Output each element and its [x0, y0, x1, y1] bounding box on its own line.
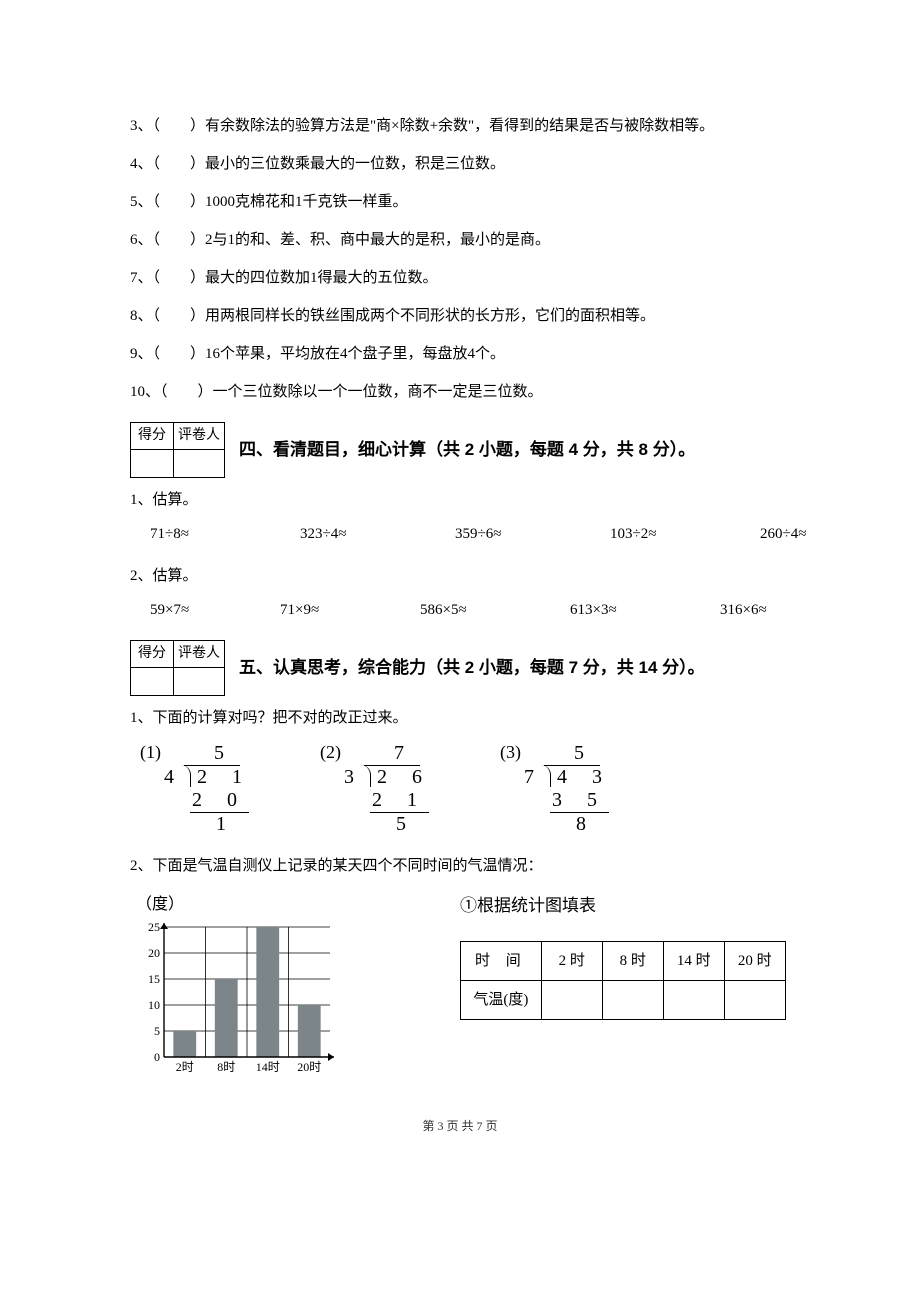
score-box-2: 得分 评卷人 [130, 640, 225, 696]
td-blank [602, 980, 663, 1019]
ld3-label: (3) [500, 742, 544, 766]
ld3-quot: 5 [544, 742, 600, 766]
svg-text:25: 25 [148, 920, 160, 934]
ld3-sub: 3 5 [550, 789, 609, 813]
s4q1-label: 1、估算。 [130, 488, 790, 512]
s4q2-0: 59×7≈ [150, 598, 280, 622]
score2-col2: 评卷人 [174, 640, 225, 667]
th-8: 8 时 [602, 941, 663, 980]
tf-q10: 10、（ ）一个三位数除以一个一位数，商不一定是三位数。 [130, 380, 790, 404]
section5-header: 得分 评卷人 五、认真思考，综合能力（共 2 小题，每题 7 分，共 14 分）… [130, 640, 790, 696]
table-title: ①根据统计图填表 [460, 892, 786, 919]
tf-q8: 8、（ ）用两根同样长的铁丝围成两个不同形状的长方形，它们的面积相等。 [130, 304, 790, 328]
svg-text:20时: 20时 [297, 1060, 321, 1074]
svg-text:8时: 8时 [217, 1060, 235, 1074]
s4q1-1: 323÷4≈ [300, 522, 455, 546]
td-blank [663, 980, 724, 1019]
section5-title: 五、认真思考，综合能力（共 2 小题，每题 7 分，共 14 分）。 [239, 654, 705, 681]
s4q1-4: 260÷4≈ [760, 522, 806, 546]
tf-q4: 4、（ ）最小的三位数乘最大的一位数，积是三位数。 [130, 152, 790, 176]
chart-and-table: （度） 25 20 15 10 5 0 2时 8时 14时 20时 ①根据统计图填表 时 间 2 … [130, 892, 790, 1088]
ld1-paren-icon [180, 765, 191, 787]
page-footer: 第 3 页 共 7 页 [130, 1117, 790, 1136]
ld2-rem: 5 [370, 813, 500, 836]
ld1-quot: 5 [184, 742, 240, 766]
ld3-dividend: 4 3 [551, 766, 612, 789]
chart-box: （度） 25 20 15 10 5 0 2时 8时 14时 20时 [130, 892, 360, 1088]
s4q1-2: 359÷6≈ [455, 522, 610, 546]
score2-blank1 [131, 668, 174, 695]
s5q2-label: 2、下面是气温自测仪上记录的某天四个不同时间的气温情况： [130, 854, 790, 878]
s4q2-3: 613×3≈ [570, 598, 720, 622]
ld2-paren-icon [360, 765, 371, 787]
s5q1-label: 1、下面的计算对吗？把不对的改正过来。 [130, 706, 790, 730]
ld3-paren-icon [540, 765, 551, 787]
score2-blank2 [174, 668, 225, 695]
score-col2: 评卷人 [174, 423, 225, 450]
tf-q6: 6、（ ）2与1的和、差、积、商中最大的是积，最小的是商。 [130, 228, 790, 252]
svg-text:0: 0 [154, 1050, 160, 1064]
ld1-dividend: 2 1 [191, 766, 252, 789]
ld2-label: (2) [320, 742, 364, 766]
ld1-sub: 2 0 [190, 789, 249, 813]
svg-text:15: 15 [148, 972, 160, 986]
s4q2-2: 586×5≈ [420, 598, 570, 622]
longdiv-3: (3) 5 7 4 3 3 5 8 [500, 742, 680, 836]
td-temp-head: 气温(度) [461, 980, 542, 1019]
ld2-quot: 7 [364, 742, 420, 766]
s4q2-label: 2、估算。 [130, 564, 790, 588]
th-14: 14 时 [663, 941, 724, 980]
score-blank1 [131, 450, 174, 477]
ld2-sub: 2 1 [370, 789, 429, 813]
score-box: 得分 评卷人 [130, 422, 225, 478]
table-row: 时 间 2 时 8 时 14 时 20 时 [461, 941, 786, 980]
s4q2-1: 71×9≈ [280, 598, 420, 622]
tf-q9: 9、（ ）16个苹果，平均放在4个盘子里，每盘放4个。 [130, 342, 790, 366]
tf-q5: 5、（ ）1000克棉花和1千克铁一样重。 [130, 190, 790, 214]
tf-q3: 3、（ ）有余数除法的验算方法是"商×除数+余数"，看得到的结果是否与被除数相等… [130, 114, 790, 138]
ld3-divisor: 7 [500, 766, 540, 789]
s4q2-row: 59×7≈ 71×9≈ 586×5≈ 613×3≈ 316×6≈ [150, 598, 790, 622]
s4q1-row: 71÷8≈ 323÷4≈ 359÷6≈ 103÷2≈ 260÷4≈ [150, 522, 790, 546]
svg-text:5: 5 [154, 1024, 160, 1038]
svg-text:20: 20 [148, 946, 160, 960]
ld2-divisor: 3 [320, 766, 360, 789]
ld1-label: (1) [140, 742, 184, 766]
table-row: 气温(度) [461, 980, 786, 1019]
score-blank2 [174, 450, 225, 477]
score-col1: 得分 [131, 423, 174, 450]
th-2: 2 时 [541, 941, 602, 980]
svg-text:2时: 2时 [176, 1060, 194, 1074]
tf-q7: 7、（ ）最大的四位数加1得最大的五位数。 [130, 266, 790, 290]
temperature-chart: 25 20 15 10 5 0 2时 8时 14时 20时 [130, 919, 340, 1079]
s4q2-4: 316×6≈ [720, 598, 767, 622]
svg-text:14时: 14时 [256, 1060, 280, 1074]
table-block: ①根据统计图填表 时 间 2 时 8 时 14 时 20 时 气温(度) [460, 892, 786, 1088]
ld1-rem: 1 [190, 813, 320, 836]
chart-unit: （度） [136, 892, 360, 918]
score2-col1: 得分 [131, 640, 174, 667]
th-20: 20 时 [724, 941, 785, 980]
th-time: 时 间 [461, 941, 542, 980]
section4-header: 得分 评卷人 四、看清题目，细心计算（共 2 小题，每题 4 分，共 8 分）。 [130, 422, 790, 478]
s4q1-0: 71÷8≈ [150, 522, 300, 546]
longdiv-1: (1) 5 4 2 1 2 0 1 [140, 742, 320, 836]
s4q1-3: 103÷2≈ [610, 522, 760, 546]
svg-text:10: 10 [148, 998, 160, 1012]
longdiv-row: (1) 5 4 2 1 2 0 1 (2) 7 3 2 6 2 1 [140, 742, 790, 836]
ld2-dividend: 2 6 [371, 766, 432, 789]
page: 3、（ ）有余数除法的验算方法是"商×除数+余数"，看得到的结果是否与被除数相等… [0, 0, 920, 1176]
data-table: 时 间 2 时 8 时 14 时 20 时 气温(度) [460, 941, 786, 1020]
longdiv-2: (2) 7 3 2 6 2 1 5 [320, 742, 500, 836]
ld1-divisor: 4 [140, 766, 180, 789]
td-blank [724, 980, 785, 1019]
td-blank [541, 980, 602, 1019]
ld3-rem: 8 [550, 813, 680, 836]
section4-title: 四、看清题目，细心计算（共 2 小题，每题 4 分，共 8 分）。 [239, 436, 695, 463]
